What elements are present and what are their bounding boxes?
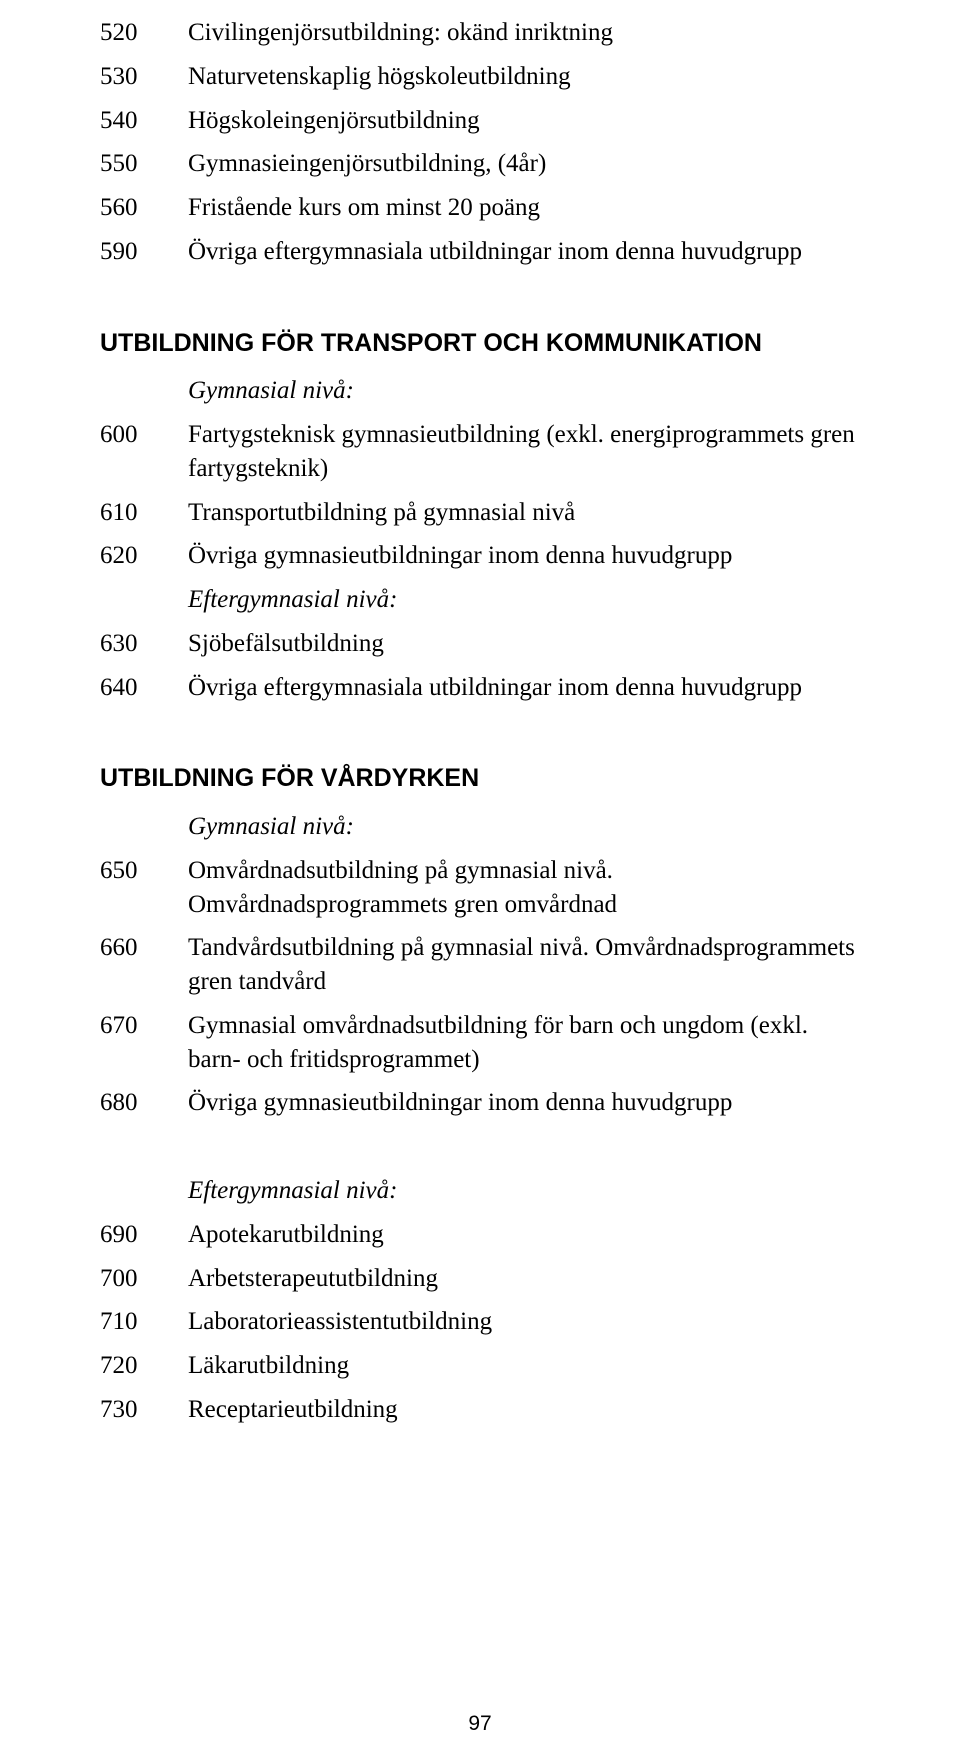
row-code: 700 bbox=[100, 1262, 188, 1296]
level-label: Gymnasial nivå: bbox=[188, 374, 860, 408]
row-code: 600 bbox=[100, 418, 188, 452]
row-text: Läkarutbildning bbox=[188, 1349, 860, 1383]
list-row: 590 Övriga eftergymnasiala utbildningar … bbox=[100, 235, 860, 269]
row-code: 550 bbox=[100, 147, 188, 181]
row-text: Övriga eftergymnasiala utbildningar inom… bbox=[188, 235, 860, 269]
row-text: Övriga gymnasieutbildningar inom denna h… bbox=[188, 1086, 860, 1120]
row-text: Högskoleingenjörsutbildning bbox=[188, 104, 860, 138]
row-code: 560 bbox=[100, 191, 188, 225]
row-code: 680 bbox=[100, 1086, 188, 1120]
level-label: Gymnasial nivå: bbox=[188, 810, 860, 844]
list-row: 720 Läkarutbildning bbox=[100, 1349, 860, 1383]
list-row: 710 Laboratorieassistentutbildning bbox=[100, 1305, 860, 1339]
list-row: 690 Apotekarutbildning bbox=[100, 1218, 860, 1252]
list-row: 680 Övriga gymnasieutbildningar inom den… bbox=[100, 1086, 860, 1120]
row-code: 630 bbox=[100, 627, 188, 661]
row-code: 590 bbox=[100, 235, 188, 269]
row-text: Övriga gymnasieutbildningar inom denna h… bbox=[188, 539, 860, 573]
row-code: 530 bbox=[100, 60, 188, 94]
row-text: Transportutbildning på gymnasial nivå bbox=[188, 496, 860, 530]
row-code: 520 bbox=[100, 16, 188, 50]
row-code: 720 bbox=[100, 1349, 188, 1383]
section-heading-transport: UTBILDNING FÖR TRANSPORT OCH KOMMUNIKATI… bbox=[100, 327, 860, 361]
list-row: 650 Omvårdnadsutbildning på gymnasial ni… bbox=[100, 854, 860, 922]
list-row: 620 Övriga gymnasieutbildningar inom den… bbox=[100, 539, 860, 573]
level-label-row: Eftergymnasial nivå: bbox=[100, 583, 860, 617]
section-heading-vard: UTBILDNING FÖR VÅRDYRKEN bbox=[100, 762, 860, 796]
list-row: 730 Receptarieutbildning bbox=[100, 1393, 860, 1427]
list-row: 560 Fristående kurs om minst 20 poäng bbox=[100, 191, 860, 225]
list-row: 550 Gymnasieingenjörsutbildning, (4år) bbox=[100, 147, 860, 181]
row-code: 670 bbox=[100, 1009, 188, 1043]
row-code: 730 bbox=[100, 1393, 188, 1427]
row-text: Omvårdnadsutbildning på gymnasial nivå. … bbox=[188, 854, 860, 922]
row-code: 620 bbox=[100, 539, 188, 573]
row-text: Övriga eftergymnasiala utbildningar inom… bbox=[188, 671, 860, 705]
row-text: Gymnasial omvårdnadsutbildning för barn … bbox=[188, 1009, 860, 1077]
list-row: 520 Civilingenjörsutbildning: okänd inri… bbox=[100, 16, 860, 50]
level-label: Eftergymnasial nivå: bbox=[188, 583, 860, 617]
row-code: 690 bbox=[100, 1218, 188, 1252]
row-text: Receptarieutbildning bbox=[188, 1393, 860, 1427]
list-row: 600 Fartygsteknisk gymnasieutbildning (e… bbox=[100, 418, 860, 486]
list-row: 670 Gymnasial omvårdnadsutbildning för b… bbox=[100, 1009, 860, 1077]
list-row: 700 Arbetsterapeututbildning bbox=[100, 1262, 860, 1296]
page-number: 97 bbox=[0, 1710, 960, 1738]
list-row: 660 Tandvårdsutbildning på gymnasial niv… bbox=[100, 931, 860, 999]
row-code: 540 bbox=[100, 104, 188, 138]
row-text: Civilingenjörsutbildning: okänd inriktni… bbox=[188, 16, 860, 50]
row-text: Fristående kurs om minst 20 poäng bbox=[188, 191, 860, 225]
row-code: 610 bbox=[100, 496, 188, 530]
level-label-row: Gymnasial nivå: bbox=[100, 374, 860, 408]
row-text: Arbetsterapeututbildning bbox=[188, 1262, 860, 1296]
row-text: Fartygsteknisk gymnasieutbildning (exkl.… bbox=[188, 418, 860, 486]
list-row: 640 Övriga eftergymnasiala utbildningar … bbox=[100, 671, 860, 705]
list-row: 530 Naturvetenskaplig högskoleutbildning bbox=[100, 60, 860, 94]
level-label: Eftergymnasial nivå: bbox=[188, 1174, 860, 1208]
row-text: Apotekarutbildning bbox=[188, 1218, 860, 1252]
list-row: 540 Högskoleingenjörsutbildning bbox=[100, 104, 860, 138]
list-row: 630 Sjöbefälsutbildning bbox=[100, 627, 860, 661]
row-text: Gymnasieingenjörsutbildning, (4år) bbox=[188, 147, 860, 181]
list-row: 610 Transportutbildning på gymnasial niv… bbox=[100, 496, 860, 530]
row-code: 650 bbox=[100, 854, 188, 888]
level-label-row: Gymnasial nivå: bbox=[100, 810, 860, 844]
row-text: Naturvetenskaplig högskoleutbildning bbox=[188, 60, 860, 94]
document-page: 520 Civilingenjörsutbildning: okänd inri… bbox=[0, 0, 960, 1762]
row-code: 660 bbox=[100, 931, 188, 965]
level-label-row: Eftergymnasial nivå: bbox=[100, 1174, 860, 1208]
row-text: Sjöbefälsutbildning bbox=[188, 627, 860, 661]
row-text: Tandvårdsutbildning på gymnasial nivå. O… bbox=[188, 931, 860, 999]
row-text: Laboratorieassistentutbildning bbox=[188, 1305, 860, 1339]
row-code: 710 bbox=[100, 1305, 188, 1339]
row-code: 640 bbox=[100, 671, 188, 705]
